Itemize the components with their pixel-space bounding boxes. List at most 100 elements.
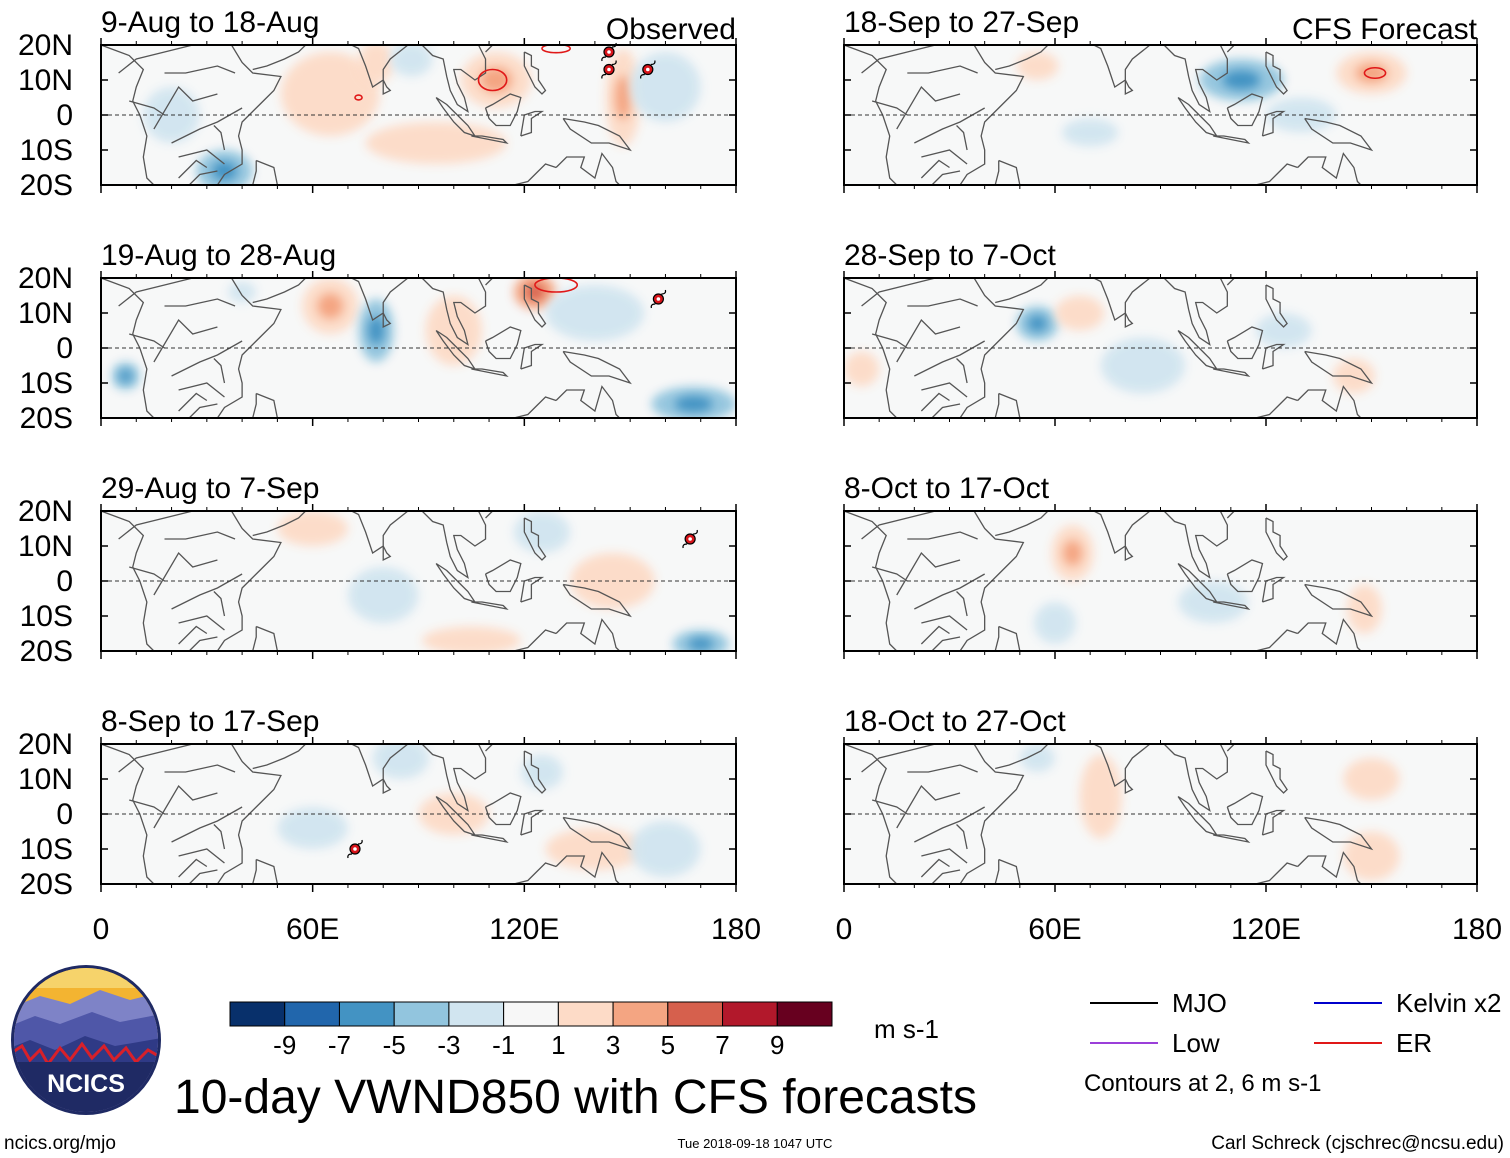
y-tick-label: 20S <box>20 169 73 202</box>
legend: MJO Kelvin x2 Low ER <box>1090 988 1502 1058</box>
coastline <box>1124 79 1134 96</box>
coastline <box>1079 511 1151 555</box>
coastline <box>1266 31 1270 38</box>
colorbar: -9 -7 -5 -3 -1 1 3 5 7 9 <box>229 1001 833 1060</box>
er-contour <box>1363 66 1387 80</box>
coastline <box>1304 816 1374 851</box>
colorbar-swatch <box>722 1001 778 1027</box>
coastline <box>994 159 1021 185</box>
coastline <box>485 45 494 53</box>
anomaly-patch <box>365 122 507 164</box>
coastline <box>920 625 950 645</box>
y-tick-label: 10N <box>18 297 73 330</box>
column-header-observed: Observed <box>606 13 736 46</box>
anomaly-patch <box>1033 602 1077 644</box>
coastline <box>382 312 392 329</box>
coastline <box>1124 778 1134 795</box>
coastline <box>471 368 509 378</box>
anomaly-patch <box>844 351 880 387</box>
coastline <box>164 511 282 651</box>
coastline <box>1124 545 1134 562</box>
coastline <box>956 591 968 617</box>
coastline <box>907 764 978 773</box>
coastline <box>337 278 409 322</box>
footer-author: Carl Schreck (cjschrec@ncsu.edu) <box>1211 1133 1504 1154</box>
colorbar-label: -9 <box>273 1030 296 1060</box>
coastline <box>337 45 409 89</box>
coastline <box>213 824 226 850</box>
coastline <box>995 511 1049 537</box>
anomaly-patch <box>545 828 645 870</box>
colorbar-units: m s-1 <box>874 1014 939 1044</box>
panel-title: 8-Oct to 17-Oct <box>844 472 1050 505</box>
anomaly-patch <box>390 45 433 77</box>
panel-title: 9-Aug to 18-Aug <box>101 6 319 39</box>
coastline <box>252 511 307 537</box>
coastline <box>101 511 155 651</box>
coastline <box>896 784 961 829</box>
coastline <box>994 858 1021 884</box>
coastline <box>1079 744 1151 788</box>
coastline <box>523 517 547 561</box>
coastline <box>213 125 226 151</box>
footer-url[interactable]: ncics.org/mjo <box>4 1133 116 1154</box>
anomaly-patch <box>1055 295 1105 331</box>
anomaly-patch <box>1346 584 1383 634</box>
coastline <box>1304 117 1374 152</box>
anomaly-patch <box>630 821 701 877</box>
colorbar-swatch <box>503 1001 559 1027</box>
coastline <box>178 625 208 645</box>
coastline <box>907 278 1025 418</box>
coastline <box>555 385 621 418</box>
coastline <box>1226 278 1235 286</box>
coastline <box>994 392 1021 418</box>
y-tick-label: 10N <box>18 64 73 97</box>
y-tick-label: 0 <box>56 332 73 365</box>
cyclone-icon <box>640 60 656 79</box>
coastline <box>562 350 632 385</box>
coastline <box>129 799 165 815</box>
map-panel: 18-Sep to 27-Sep CFS Forecast <box>843 6 1478 193</box>
coastline <box>871 333 908 349</box>
coastline <box>1265 51 1288 95</box>
er-contour <box>477 68 508 92</box>
colorbar-label: 3 <box>606 1030 620 1060</box>
map-panel: 28-Sep to 7-Oct <box>843 239 1478 426</box>
coastline <box>178 392 208 412</box>
er-contour <box>534 278 579 293</box>
er-contour <box>541 45 571 54</box>
colorbar-swatch <box>338 1001 395 1027</box>
coastline <box>1213 601 1251 611</box>
coastline <box>382 79 392 96</box>
y-tick-label: 20S <box>20 868 73 901</box>
anomaly-core <box>1355 63 1388 83</box>
coastline <box>252 625 279 651</box>
coastline <box>931 869 961 884</box>
anomaly-patch <box>1343 831 1400 881</box>
coastline <box>178 615 225 631</box>
legend-label: Low <box>1172 1028 1220 1058</box>
coastline <box>164 298 236 307</box>
y-tick-label: 0 <box>56 99 73 132</box>
coastline <box>931 403 961 418</box>
x-tick-label: 60E <box>1028 913 1081 946</box>
coastline <box>1266 264 1270 271</box>
coastlines <box>101 511 632 651</box>
coastline <box>907 45 1025 185</box>
coastline <box>1255 163 1298 185</box>
coastline <box>562 583 632 618</box>
coastline <box>1079 45 1151 89</box>
coastline <box>485 744 494 752</box>
coastline <box>337 511 409 555</box>
colorbar-label: -5 <box>383 1030 406 1060</box>
x-tick-label: 0 <box>93 913 110 946</box>
map-panel: 18-Oct to 27-Oct 0 60E 120E 180 <box>836 705 1502 946</box>
coastline <box>484 792 522 826</box>
anomaly-patch <box>422 626 521 651</box>
coastline <box>844 511 898 651</box>
panel-title: 19-Aug to 28-Aug <box>101 239 336 272</box>
coastline <box>421 744 487 812</box>
x-tick-label: 180 <box>711 913 761 946</box>
